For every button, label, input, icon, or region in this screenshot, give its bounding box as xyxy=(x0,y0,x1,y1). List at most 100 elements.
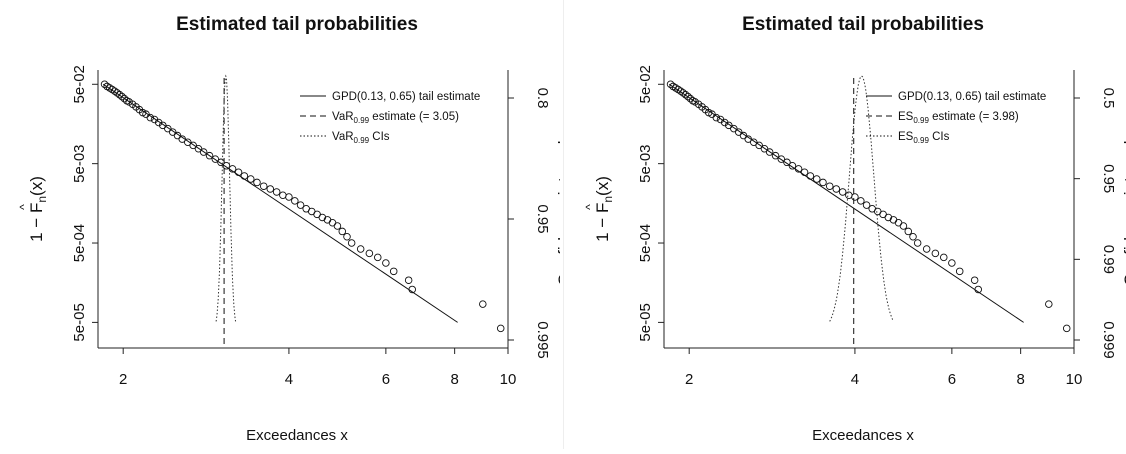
chart-1-y2-tick-label: 0.95 xyxy=(1100,164,1117,193)
chart-0-data-point xyxy=(389,267,398,276)
chart-1-data-point xyxy=(783,158,791,167)
chart-0-ci-curve xyxy=(215,74,237,322)
chart-0-data-point xyxy=(408,285,416,294)
chart-0-data-point xyxy=(272,188,281,196)
chart-0-data-point xyxy=(356,245,365,253)
chart-0-y-tick-label: 5e-02 xyxy=(71,65,88,103)
chart-1-data-point xyxy=(794,165,803,173)
chart-0-y2-tick-label: 0.95 xyxy=(534,204,551,233)
chart-1-x-tick-label: 6 xyxy=(948,371,956,388)
chart-0-data-point xyxy=(328,219,337,227)
chart-0-data-point xyxy=(178,135,186,143)
chart-0-y2-tick-label: 0.8 xyxy=(534,88,551,109)
chart-1-data-point xyxy=(734,128,743,136)
chart-1-x-tick-label: 4 xyxy=(851,371,859,388)
chart-1-legend-label: ES0.99 estimate (= 3.98) xyxy=(898,111,1019,125)
chart-1-legend-label: GPD(0.13, 0.65) tail estimate xyxy=(898,91,1046,103)
chart-1-data-point xyxy=(838,188,847,196)
chart-1-data-point xyxy=(730,124,738,133)
chart-0-y2-tick-label: 0.995 xyxy=(534,321,551,359)
chart-1-y2-tick-label: 0.99 xyxy=(1100,245,1117,274)
chart-0-data-point xyxy=(113,89,121,97)
chart-1-data-point xyxy=(948,259,956,267)
chart-1-y2-axis-label: Confidence intervals xyxy=(1121,132,1126,286)
chart-0-x-tick-label: 2 xyxy=(119,371,127,388)
chart-0-y-tick-label: 5e-04 xyxy=(71,224,88,262)
chart-1-title: Estimated tail probabilities xyxy=(742,14,984,35)
chart-0-data-point xyxy=(496,324,505,333)
chart-0-y2-axis-label: Confidence intervals xyxy=(555,132,560,286)
chart-0-data-point xyxy=(338,227,347,236)
chart-0-data-point xyxy=(404,276,413,284)
chart-var-svg: Estimated tail probabilities 2 4 6 8 10 5e-02 5… xyxy=(17,14,574,444)
chart-0-data-point xyxy=(343,232,351,241)
chart-0-data-point xyxy=(382,259,390,267)
chart-0-data-point xyxy=(291,197,299,205)
chart-es-svg: Estimated tail probabilities 2 4 6 8 10 5e-02 5… xyxy=(583,14,1126,444)
chart-0-y-axis-hat: ^ xyxy=(17,204,31,210)
chart-0-data-point xyxy=(296,201,305,209)
chart-0-data-point xyxy=(253,178,261,187)
chart-1-data-point xyxy=(894,219,903,227)
chart-0-gpd-tail-line xyxy=(102,83,458,323)
chart-0-y-tick-label: 5e-03 xyxy=(71,144,88,182)
chart-0-data-point xyxy=(211,155,220,163)
chart-0-data-point xyxy=(205,151,214,160)
chart-1-x-tick-label: 2 xyxy=(685,371,693,388)
chart-1-data-point xyxy=(684,92,692,101)
chart-0-legend-label: VaR0.99 estimate (= 3.05) xyxy=(332,111,459,125)
chart-1-data-point xyxy=(899,222,908,230)
chart-1-y2-tick-label: 0.999 xyxy=(1100,321,1117,359)
chart-0-points xyxy=(100,80,505,333)
chart-0-data-point xyxy=(184,138,192,147)
chart-0-data-point xyxy=(146,113,155,122)
chart-1-data-point xyxy=(922,245,931,253)
chart-1-data-point xyxy=(913,239,922,247)
chart-0-y-tick-label: 5e-05 xyxy=(71,303,88,341)
chart-0-legend-label: VaR0.99 CIs xyxy=(332,131,390,145)
chart-1-data-point xyxy=(806,172,815,180)
chart-1-x-tick-label: 8 xyxy=(1016,371,1024,388)
chart-1-data-point xyxy=(845,191,853,199)
chart-0-data-point xyxy=(100,80,109,89)
chart-0-data-point xyxy=(259,182,268,190)
chart-panel-es: Estimated tail probabilities 2 4 6 8 10 5e-02 5… xyxy=(566,0,1126,449)
chart-panel-var: Estimated tail probabilities 2 4 6 8 10 5e-02 5… xyxy=(0,0,574,449)
chart-0-data-point xyxy=(108,85,116,94)
chart-1-ci-curve xyxy=(829,75,894,322)
chart-1-data-point xyxy=(832,185,841,193)
chart-0-data-point xyxy=(222,162,231,170)
chart-1-data-point xyxy=(862,201,871,209)
chart-1-data-point xyxy=(788,162,797,170)
chart-0-data-point xyxy=(199,148,208,156)
chart-1-data-point xyxy=(940,253,948,262)
chart-0-data-point xyxy=(318,213,327,222)
chart-1-data-point xyxy=(819,178,827,187)
chart-1-data-point xyxy=(955,267,964,276)
chart-1-data-point xyxy=(777,155,786,163)
chart-1-y-tick-label: 5e-05 xyxy=(637,303,654,341)
chart-1-data-point xyxy=(712,113,721,122)
chart-0-x-tick-label: 8 xyxy=(450,371,458,388)
chart-0-x-tick-label: 10 xyxy=(500,371,517,388)
chart-1-y-tick-label: 5e-03 xyxy=(637,144,654,182)
chart-0-data-point xyxy=(168,128,177,136)
chart-0-data-point xyxy=(115,90,124,99)
chart-1-y-axis-label: 1 − Fn(x) xyxy=(593,176,615,242)
chart-0-data-point xyxy=(194,145,203,153)
chart-1-data-point xyxy=(765,148,774,156)
chart-0-title: Estimated tail probabilities xyxy=(176,14,418,35)
chart-1-data-point xyxy=(857,197,865,205)
chart-1-gpd-tail-line xyxy=(668,83,1024,323)
chart-1-y-tick-label: 5e-04 xyxy=(637,224,654,262)
chart-0-data-point xyxy=(285,193,293,201)
chart-1-data-point xyxy=(739,131,748,140)
chart-1-data-point xyxy=(744,135,752,143)
chart-0-data-point xyxy=(333,222,342,230)
chart-0-data-point xyxy=(479,300,487,308)
chart-1-data-point xyxy=(970,276,979,284)
chart-0-data-point xyxy=(279,191,287,199)
chart-1-data-point xyxy=(851,193,859,201)
chart-1-data-point xyxy=(1045,300,1053,308)
chart-1-data-point xyxy=(755,141,763,150)
